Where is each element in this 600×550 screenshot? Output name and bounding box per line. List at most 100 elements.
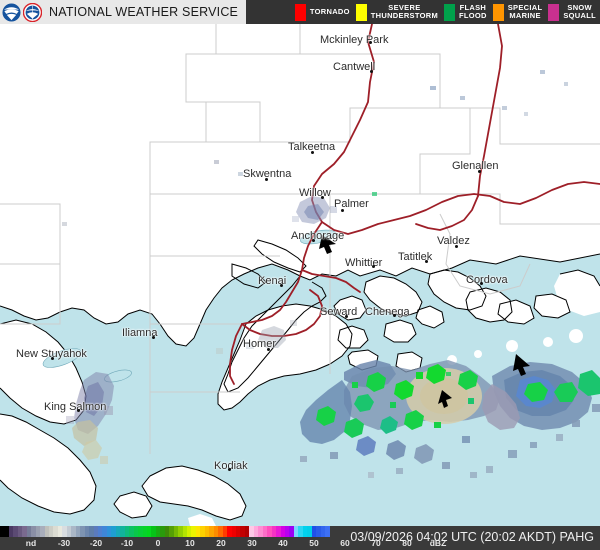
alert-legend-item-snow-squall[interactable]: SNOW SQUALL xyxy=(548,2,596,21)
colorbar-segment xyxy=(276,526,281,537)
interior-faint-echoes xyxy=(62,70,568,376)
tornado-label: TORNADO xyxy=(309,6,350,16)
alert-legend-item-flash-flood[interactable]: FLASH FLOOD xyxy=(444,2,487,21)
colorbar-segment xyxy=(289,526,294,537)
city-marker-dot xyxy=(312,239,315,242)
city-label: Kenai xyxy=(258,275,287,287)
map-canvas xyxy=(0,24,600,526)
colorbar-segment xyxy=(182,526,188,537)
colorbar-segment xyxy=(35,526,41,537)
colorbar-segment xyxy=(262,526,268,537)
city-label: Kodiak xyxy=(214,460,248,472)
city-marker-dot xyxy=(393,314,396,317)
reflectivity-colorbar[interactable] xyxy=(0,526,330,537)
colorbar-tick: 0 xyxy=(155,538,161,548)
radar-timestamp: 03/09/2026 04:02 UTC (20:02 AKDT) PAHG xyxy=(350,530,594,544)
colorbar-segment xyxy=(178,526,183,537)
tornado-color-swatch xyxy=(294,3,306,21)
city-label: Tatitlek xyxy=(398,251,433,263)
city-marker-dot xyxy=(311,151,314,154)
colorbar-segment xyxy=(227,526,232,537)
city-marker-dot xyxy=(425,260,428,263)
colorbar-segment xyxy=(316,526,321,537)
colorbar-segment xyxy=(53,526,58,537)
colorbar-segment xyxy=(271,526,277,537)
city-label: Skwentna xyxy=(243,168,292,180)
page-title: NATIONAL WEATHER SERVICE xyxy=(49,5,239,19)
colorbar-segment xyxy=(302,526,308,537)
city-label: Willow xyxy=(299,187,331,199)
highway-layer xyxy=(229,24,600,385)
colorbar-segment xyxy=(204,526,210,537)
colorbar-segment xyxy=(169,526,174,537)
scattered-gulf-cells xyxy=(368,436,537,478)
snow-squall-label: SNOW SQUALL xyxy=(563,2,596,20)
city-label: Anchorage xyxy=(291,230,345,242)
city-marker-dot xyxy=(77,409,80,412)
city-label: Mckinley Park xyxy=(320,34,389,46)
colorbar-segment xyxy=(311,526,317,537)
colorbar-segment xyxy=(124,526,130,537)
colorbar-segment xyxy=(57,526,63,537)
city-label: Iliamna xyxy=(122,327,158,339)
city-marker-dot xyxy=(321,196,324,199)
colorbar-segment xyxy=(240,526,245,537)
colorbar-segment xyxy=(298,526,303,537)
colorbar-segment xyxy=(191,526,196,537)
colorbar-segment xyxy=(200,526,205,537)
colorbar-tick: 50 xyxy=(309,538,319,548)
prince-william-sound-echoes xyxy=(300,360,500,478)
colorbar-segment xyxy=(48,526,54,537)
radar-site-markers xyxy=(319,235,530,408)
city-marker-dot xyxy=(280,284,283,287)
colorbar-tick: 40 xyxy=(278,538,288,548)
severe-thunderstorm-label: SEVERE THUNDERSTORM xyxy=(370,2,438,20)
colorbar-segment xyxy=(62,526,67,537)
alert-legend-item-severe-thunderstorm[interactable]: SEVERE THUNDERSTORM xyxy=(355,2,438,21)
flash-flood-color-swatch xyxy=(444,3,455,21)
colorbar-segment xyxy=(71,526,76,537)
coastline-layer xyxy=(0,239,600,521)
colorbar-tick: 10 xyxy=(185,538,195,548)
flash-flood-label: FLASH FLOOD xyxy=(459,2,487,20)
city-label: New Stuyahok xyxy=(16,348,87,360)
city-label: Chenega xyxy=(365,306,410,318)
colorbar-segment xyxy=(231,526,237,537)
city-label: Cordova xyxy=(466,274,508,286)
colorbar-segment xyxy=(80,526,85,537)
city-label: Cantwell xyxy=(333,61,376,73)
page-header: NATIONAL WEATHER SERVICE TORNADO SEVERE … xyxy=(0,0,600,24)
kenai-light-echoes xyxy=(216,320,297,354)
colorbar-segment xyxy=(209,526,214,537)
alert-legend-item-special-marine[interactable]: SPECIAL MARINE xyxy=(492,3,543,21)
colorbar-segment xyxy=(22,526,27,537)
colorbar-segment xyxy=(187,526,192,537)
colorbar-segment xyxy=(120,526,125,537)
colorbar-tick: -20 xyxy=(89,538,103,548)
radar-echo-layer xyxy=(62,70,600,478)
colorbar-segment xyxy=(293,526,299,537)
city-label: King Salmon xyxy=(44,401,107,413)
colorbar-tick: -30 xyxy=(57,538,71,548)
city-label: Talkeetna xyxy=(288,141,336,153)
alert-legend-item-tornado[interactable]: TORNADO xyxy=(294,3,350,21)
colorbar-segment xyxy=(258,526,263,537)
colorbar-segment xyxy=(75,526,81,537)
city-marker-dot xyxy=(455,245,458,248)
king-salmon-snow xyxy=(66,372,114,464)
snow-squall-color-swatch xyxy=(548,3,560,21)
colorbar-tick: nd xyxy=(25,538,37,548)
nws-banner[interactable]: NATIONAL WEATHER SERVICE xyxy=(0,0,247,24)
colorbar-segment xyxy=(0,526,5,537)
city-marker-dot xyxy=(369,41,372,44)
city-marker-dot xyxy=(478,170,481,173)
city-label: Valdez xyxy=(437,235,470,247)
radar-map[interactable]: Mckinley Park Cantwell Talkeetna Glenallen S… xyxy=(0,24,600,526)
gulf-of-alaska-echoes xyxy=(482,362,600,441)
colorbar-segment xyxy=(84,526,90,537)
city-marker-dot xyxy=(480,282,483,285)
colorbar-segment xyxy=(40,526,45,537)
colorbar-segment xyxy=(111,526,116,537)
colorbar-segment xyxy=(13,526,18,537)
